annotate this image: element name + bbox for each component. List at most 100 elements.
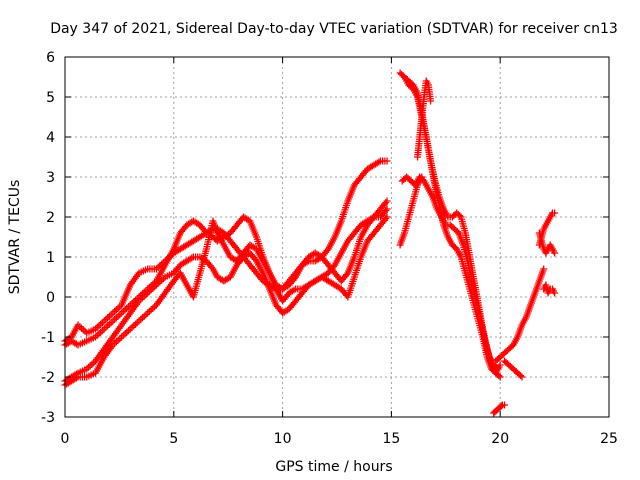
data-point: [418, 173, 426, 181]
data-point: [135, 317, 143, 325]
data-point: [290, 275, 298, 283]
data-point: [427, 97, 435, 105]
data-point: [119, 331, 127, 339]
data-point: [323, 247, 331, 255]
x-tick-label: 10: [274, 431, 292, 447]
data-point: [383, 205, 391, 213]
data-point: [118, 333, 126, 341]
data-point: [114, 336, 122, 344]
data-point: [118, 309, 126, 317]
y-tick-label: -1: [41, 330, 55, 346]
data-point: [383, 213, 391, 221]
data-point: [138, 314, 146, 322]
data-point: [494, 365, 502, 373]
data-point: [330, 263, 338, 271]
data-point: [551, 289, 559, 297]
y-tick-label: -3: [41, 410, 55, 426]
data-point: [343, 271, 351, 279]
data-point: [109, 317, 117, 325]
data-points: [61, 69, 559, 417]
data-point: [104, 314, 112, 322]
y-tick-label: 1: [46, 250, 55, 266]
data-point: [104, 322, 112, 330]
data-point: [107, 319, 115, 327]
data-point: [98, 327, 106, 335]
data-point: [114, 304, 122, 312]
data-point: [368, 214, 376, 222]
data-point: [97, 320, 105, 328]
data-point: [493, 364, 501, 372]
y-tick-label: 3: [46, 170, 55, 186]
data-point: [517, 372, 525, 380]
plot-frame: [64, 56, 610, 418]
y-tick-label: 0: [46, 290, 55, 306]
y-tick-label: 5: [46, 90, 55, 106]
data-point: [496, 373, 504, 381]
data-point: [121, 306, 129, 314]
data-point: [140, 312, 148, 320]
data-point: [111, 307, 119, 315]
data-point: [125, 327, 133, 335]
y-tick-label: 2: [46, 210, 55, 226]
data-point: [251, 255, 259, 263]
data-point: [100, 317, 108, 325]
data-point: [95, 330, 103, 338]
data-point: [102, 323, 110, 331]
data-point: [496, 361, 504, 369]
data-point: [149, 304, 157, 312]
data-point: [145, 307, 153, 315]
x-axis-label: GPS time / hours: [275, 459, 392, 475]
data-point: [132, 320, 140, 328]
data-point: [111, 315, 119, 323]
data-point: [456, 212, 464, 220]
x-tick-label: 0: [61, 431, 70, 447]
y-tick-label: 4: [46, 130, 55, 146]
axis-ticks: 0 5 10 15 20 25 -3 -2 -1 0 1 2 3 4 5 6: [41, 50, 618, 447]
data-point: [495, 372, 503, 380]
data-point: [208, 263, 216, 271]
y-tick-label: 6: [46, 50, 55, 66]
data-point: [98, 319, 106, 327]
data-point: [382, 207, 390, 215]
data-point: [119, 307, 127, 315]
data-point: [121, 330, 129, 338]
data-point: [105, 312, 113, 320]
data-point: [382, 199, 390, 207]
data-point: [112, 306, 120, 314]
data-point: [375, 158, 383, 166]
y-tick-label: -2: [41, 370, 55, 386]
data-point: [88, 360, 96, 368]
data-point: [551, 249, 559, 257]
x-tick-label: 15: [382, 431, 400, 447]
data-point: [78, 324, 86, 332]
data-point: [518, 373, 526, 381]
data-point: [95, 322, 103, 330]
x-tick-label: 25: [600, 431, 618, 447]
data-point: [116, 335, 124, 343]
data-point: [107, 311, 115, 319]
x-tick-label: 20: [491, 431, 509, 447]
data-point: [383, 157, 391, 165]
data-point: [501, 401, 509, 409]
data-point: [72, 374, 80, 382]
data-point: [128, 323, 136, 331]
data-point: [133, 319, 141, 327]
data-point: [188, 254, 196, 262]
data-point: [97, 328, 105, 336]
data-point: [109, 309, 117, 317]
data-point: [123, 328, 131, 336]
data-point: [105, 320, 113, 328]
data-point: [112, 314, 120, 322]
chart-title: Day 347 of 2021, Sidereal Day-to-day VTE…: [50, 21, 618, 37]
data-point: [382, 215, 390, 223]
data-point: [540, 265, 548, 273]
data-point: [126, 325, 134, 333]
data-point: [100, 325, 108, 333]
data-point: [497, 402, 505, 410]
data-point: [551, 209, 559, 217]
data-point: [290, 286, 298, 294]
data-point: [116, 311, 124, 319]
data-point: [142, 311, 150, 319]
y-axis-label: SDTVAR / TECUs: [7, 180, 23, 295]
